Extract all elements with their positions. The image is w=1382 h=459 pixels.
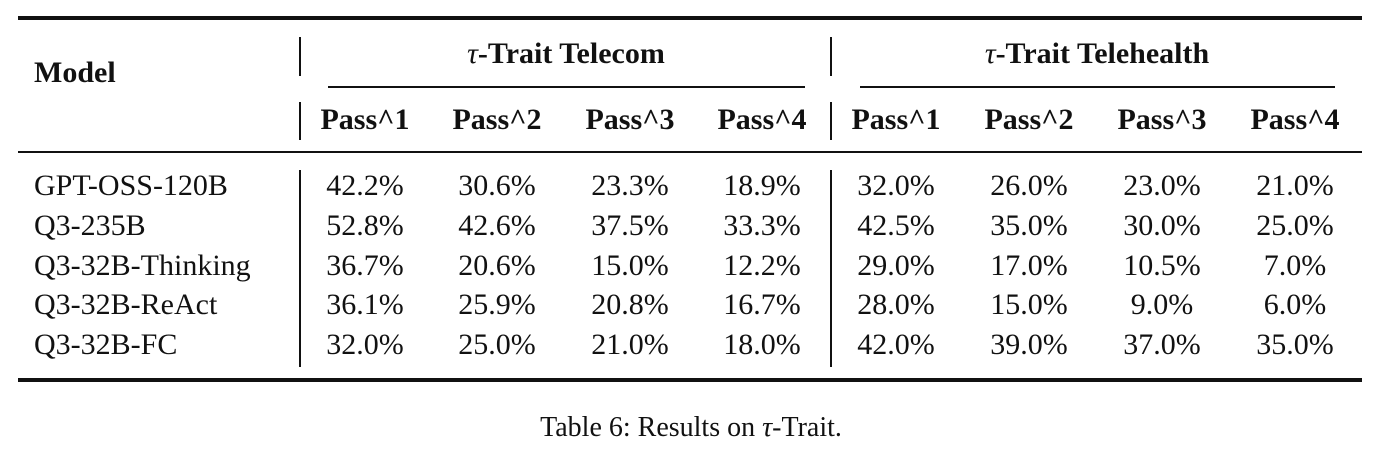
cell: 39.0% [990,328,1068,361]
cell: 21.0% [591,328,669,361]
column-header: Pass^1 [320,103,410,136]
group-header: τ-Trait Telehealth [984,37,1210,70]
v-rule [299,37,301,76]
cell: 37.0% [1123,328,1201,361]
column-header: Pass^3 [585,103,675,136]
top-rule [18,16,1362,20]
cell: 17.0% [990,249,1068,282]
cell: 42.5% [857,209,935,242]
v-rule [299,102,301,140]
cell: 30.6% [458,169,536,202]
column-header: Pass^2 [984,103,1074,136]
cell: 23.0% [1123,169,1201,202]
cell: 21.0% [1256,169,1334,202]
column-header: Pass^1 [851,103,941,136]
cell: 25.0% [458,328,536,361]
cell: 10.5% [1123,249,1201,282]
v-rule [830,37,832,76]
v-rule [299,170,301,367]
group-rule [328,86,805,88]
bottom-rule [18,378,1362,382]
cell: 25.0% [1256,209,1334,242]
cell: 20.6% [458,249,536,282]
cell: 36.7% [326,249,404,282]
model-name: Q3-32B-FC [34,328,178,361]
cell: 30.0% [1123,209,1201,242]
column-header: Pass^4 [717,103,807,136]
group-header: τ-Trait Telecom [467,37,665,70]
column-header: Pass^3 [1117,103,1207,136]
model-name: Q3-32B-ReAct [34,288,218,321]
cell: 26.0% [990,169,1068,202]
cell: 35.0% [990,209,1068,242]
model-name: Q3-32B-Thinking [34,249,251,282]
cell: 23.3% [591,169,669,202]
cell: 18.9% [723,169,801,202]
column-header: Pass^4 [1250,103,1340,136]
cell: 6.0% [1263,288,1327,321]
cell: 36.1% [326,288,404,321]
cell: 29.0% [857,249,935,282]
v-rule [830,170,832,367]
cell: 42.2% [326,169,404,202]
cell: 20.8% [591,288,669,321]
model-name: GPT-OSS-120B [34,169,228,202]
column-header: Pass^2 [452,103,542,136]
mid-rule [18,151,1362,153]
cell: 35.0% [1256,328,1334,361]
cell: 16.7% [723,288,801,321]
cell: 28.0% [857,288,935,321]
cell: 25.9% [458,288,536,321]
cell: 15.0% [591,249,669,282]
cell: 32.0% [857,169,935,202]
v-rule [830,102,832,140]
cell: 15.0% [990,288,1068,321]
cell: 9.0% [1130,288,1194,321]
cell: 7.0% [1263,249,1327,282]
model-header: Model [34,56,116,89]
model-name: Q3-235B [34,209,146,242]
cell: 42.0% [857,328,935,361]
cell: 42.6% [458,209,536,242]
group-rule [860,86,1335,88]
cell: 18.0% [723,328,801,361]
caption: Table 6: Results on τ-Trait. [540,412,842,443]
cell: 37.5% [591,209,669,242]
cell: 33.3% [723,209,801,242]
cell: 52.8% [326,209,404,242]
cell: 12.2% [723,249,801,282]
cell: 32.0% [326,328,404,361]
